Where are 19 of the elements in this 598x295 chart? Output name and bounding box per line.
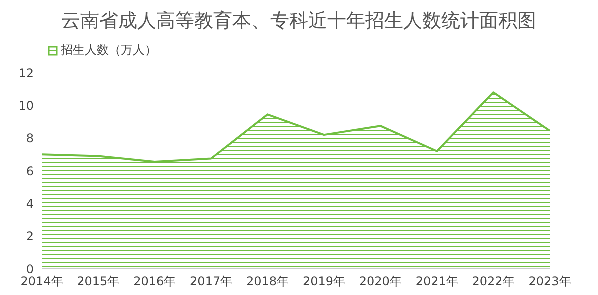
x-tick-label: 2015年	[77, 274, 120, 289]
y-tick-label: 12	[18, 66, 34, 80]
x-tick-label: 2014年	[20, 274, 64, 289]
y-tick-label: 10	[18, 98, 34, 113]
y-tick-label: 8	[26, 132, 34, 146]
x-tick-label: 2016年	[134, 274, 176, 289]
x-tick-label: 2017年	[190, 274, 233, 289]
y-tick-label: 6	[26, 164, 34, 178]
x-tick-label: 2018年	[246, 274, 290, 289]
y-tick-label: 4	[26, 196, 34, 211]
x-tick-label: 2021年	[416, 274, 458, 289]
chart-title: 云南省成人高等教育本、专科近十年招生人数统计面积图	[60, 9, 538, 34]
y-tick-label: 2	[26, 230, 34, 244]
x-tick-label: 2019年	[302, 274, 346, 289]
x-tick-label: 2022年	[472, 274, 515, 289]
legend-label: 招生人数（万人）	[60, 42, 157, 59]
x-tick-label: 2023年	[528, 274, 572, 289]
x-tick-label: 2020年	[359, 274, 402, 289]
y-tick-label: 0	[26, 262, 34, 276]
